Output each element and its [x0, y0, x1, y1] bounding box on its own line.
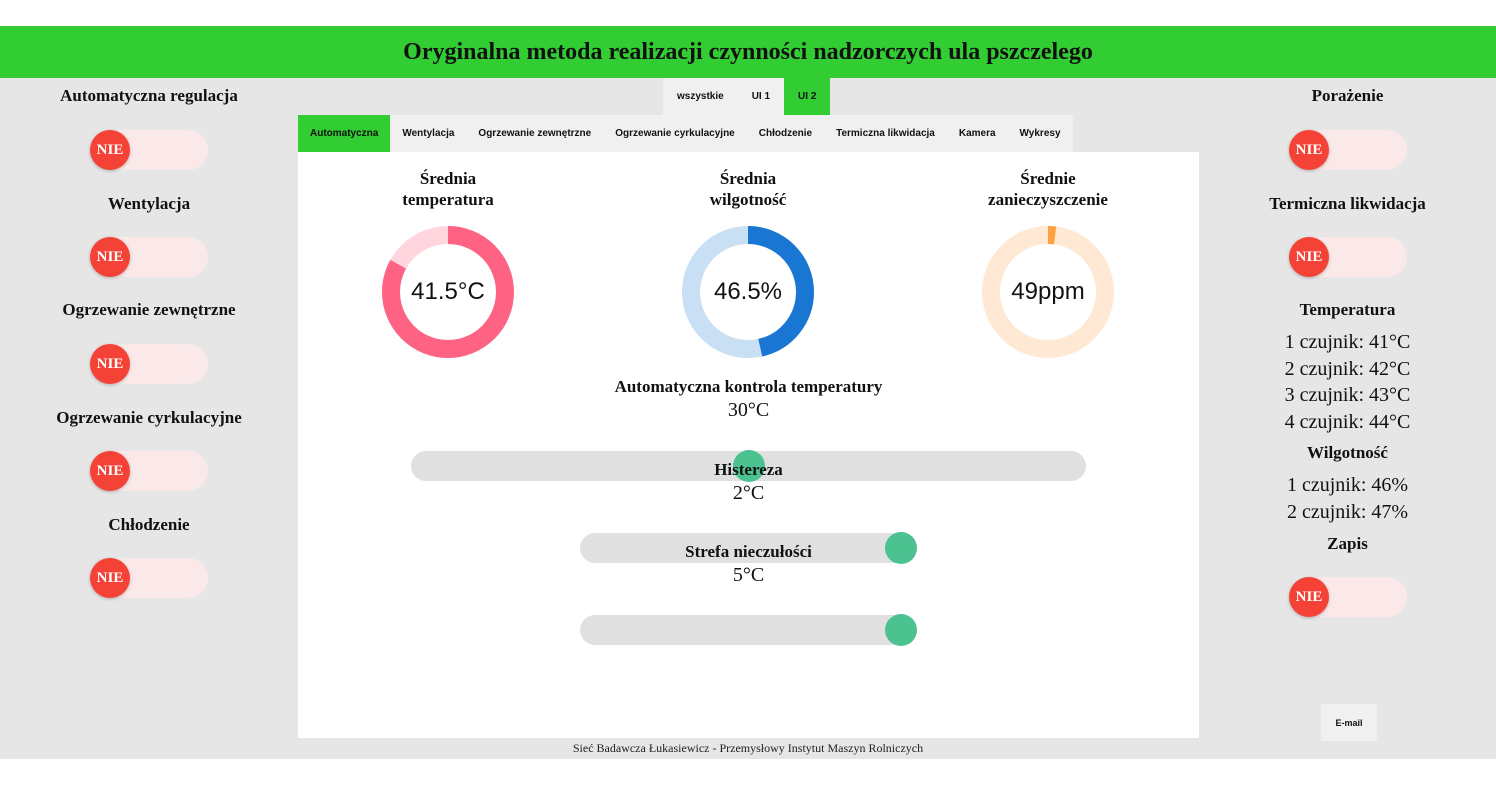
dead-zone-slider-block: Strefa nieczułości 5°C	[298, 542, 1199, 587]
gauge-title-line: zanieczyszczenie	[988, 190, 1108, 209]
record-toggle[interactable]: NIE	[1289, 577, 1407, 617]
gauge-value: 46.5%	[713, 278, 783, 305]
slider-thumb[interactable]	[885, 532, 917, 564]
gauge-donut	[382, 226, 514, 358]
gauge-title-line: Średnie	[1020, 169, 1076, 188]
circulation-heating-toggle[interactable]: NIE	[90, 451, 208, 491]
tab-ventilation[interactable]: Wentylacja	[402, 128, 455, 139]
tab-external-heating[interactable]: Ogrzewanie zewnętrzne	[478, 128, 592, 139]
gauge-title-line: temperatura	[402, 190, 494, 209]
tab-automatic[interactable]: Automatyczna	[298, 115, 391, 152]
tab-cooling[interactable]: Chłodzenie	[758, 128, 813, 139]
slider-value: 5°C	[732, 564, 765, 586]
toggle-knob: NIE	[90, 130, 130, 170]
shock-toggle[interactable]: NIE	[1289, 130, 1407, 170]
temperature-control-slider[interactable]	[411, 450, 1086, 482]
temperature-control-slider-block: Automatyczna kontrola temperatury 30°C	[298, 377, 1199, 422]
tab-thermal-liquidation[interactable]: Termiczna likwidacja	[836, 128, 935, 139]
email-button[interactable]: E-mail	[1321, 704, 1377, 741]
page-title: Oryginalna metoda realizacji czynności n…	[403, 38, 1093, 65]
app-container: Oryginalna metoda realizacji czynności n…	[0, 26, 1496, 759]
humidity-gauge: Średnia wilgotność 46.5%	[598, 168, 898, 362]
slider-title: Histereza	[714, 460, 783, 479]
auto-regulation-toggle[interactable]: NIE	[90, 130, 208, 170]
slider-title: Strefa nieczułości	[685, 542, 812, 561]
dead-zone-slider[interactable]	[580, 614, 917, 646]
toggle-knob: NIE	[1289, 130, 1329, 170]
toggle-knob: NIE	[1289, 237, 1329, 277]
gauge-value: 41.5°C	[411, 278, 485, 305]
tab-circulation-heating[interactable]: Ogrzewanie cyrkulacyjne	[615, 128, 735, 139]
tab-ui1[interactable]: UI 1	[737, 78, 785, 115]
toggle-knob: NIE	[1289, 577, 1329, 617]
gauge-value: 49ppm	[1011, 278, 1085, 305]
slider-thumb[interactable]	[732, 450, 765, 482]
external-heating-label: Ogrzewanie zewnętrzne	[62, 300, 236, 319]
slider-title: Automatyczna kontrola temperatury	[614, 377, 883, 396]
slider-thumb[interactable]	[885, 614, 917, 646]
toggle-knob: NIE	[90, 558, 130, 598]
temperature-section-title: Temperatura	[1299, 300, 1396, 319]
toggle-knob: NIE	[90, 451, 130, 491]
toggle-knob: NIE	[90, 344, 130, 384]
pollution-gauge: Średnie zanieczyszczenie 49ppm	[898, 168, 1198, 362]
hysteresis-slider[interactable]	[580, 532, 917, 564]
temperature-gauge: Średnia temperatura 41.5°C	[298, 168, 598, 362]
gauge-fill	[382, 226, 514, 358]
gauge-fill	[682, 226, 814, 358]
hysteresis-slider-block: Histereza 2°C	[298, 460, 1199, 505]
shock-label: Porażenie	[1311, 86, 1384, 105]
humidity-sensor-reading: 1 czujnik: 46%	[1286, 474, 1409, 496]
gauge-donut	[682, 226, 814, 358]
footer: Sieć Badawcza Łukasiewicz - Przemysłowy …	[572, 741, 924, 755]
temperature-sensor-reading: 4 czujnik: 44°C	[1284, 411, 1411, 433]
gauge-fill	[982, 226, 1114, 358]
tab-all[interactable]: wszystkie	[663, 78, 738, 115]
top-tab-bar: wszystkie UI 1 UI 2	[663, 78, 831, 115]
gauge-donut	[982, 226, 1114, 358]
temperature-sensor-reading: 1 czujnik: 41°C	[1284, 331, 1411, 353]
thermal-liquidation-label: Termiczna likwidacja	[1269, 194, 1426, 213]
gauge-title-line: wilgotność	[709, 190, 787, 209]
record-label: Zapis	[1327, 534, 1368, 553]
humidity-section-title: Wilgotność	[1307, 443, 1388, 462]
gauge-title-line: Średnia	[419, 169, 477, 188]
humidity-sensor-reading: 2 czujnik: 47%	[1286, 501, 1409, 523]
app-header: Oryginalna metoda realizacji czynności n…	[0, 26, 1496, 78]
cooling-toggle[interactable]: NIE	[90, 558, 208, 598]
circulation-heating-label: Ogrzewanie cyrkulacyjne	[56, 408, 242, 427]
thermal-liquidation-toggle[interactable]: NIE	[1289, 237, 1407, 277]
tab-charts[interactable]: Wykresy	[1019, 128, 1061, 139]
gauge-title-line: Średnia	[719, 169, 777, 188]
external-heating-toggle[interactable]: NIE	[90, 344, 208, 384]
cooling-label: Chłodzenie	[108, 515, 190, 534]
tab-ui2[interactable]: UI 2	[784, 78, 831, 115]
slider-value: 2°C	[732, 482, 765, 504]
ventilation-toggle[interactable]: NIE	[90, 237, 208, 277]
ventilation-label: Wentylacja	[107, 194, 191, 213]
temperature-sensor-reading: 2 czujnik: 42°C	[1284, 358, 1411, 380]
main-panel: Średnia temperatura 41.5°C Średnia wilgo…	[298, 152, 1199, 738]
tab-camera[interactable]: Kamera	[958, 128, 996, 139]
slider-value: 30°C	[727, 399, 770, 421]
sub-tab-bar: Automatyczna Wentylacja Ogrzewanie zewnę…	[298, 115, 1073, 152]
auto-regulation-label: Automatyczna regulacja	[60, 86, 238, 105]
temperature-sensor-reading: 3 czujnik: 43°C	[1284, 384, 1411, 406]
toggle-knob: NIE	[90, 237, 130, 277]
